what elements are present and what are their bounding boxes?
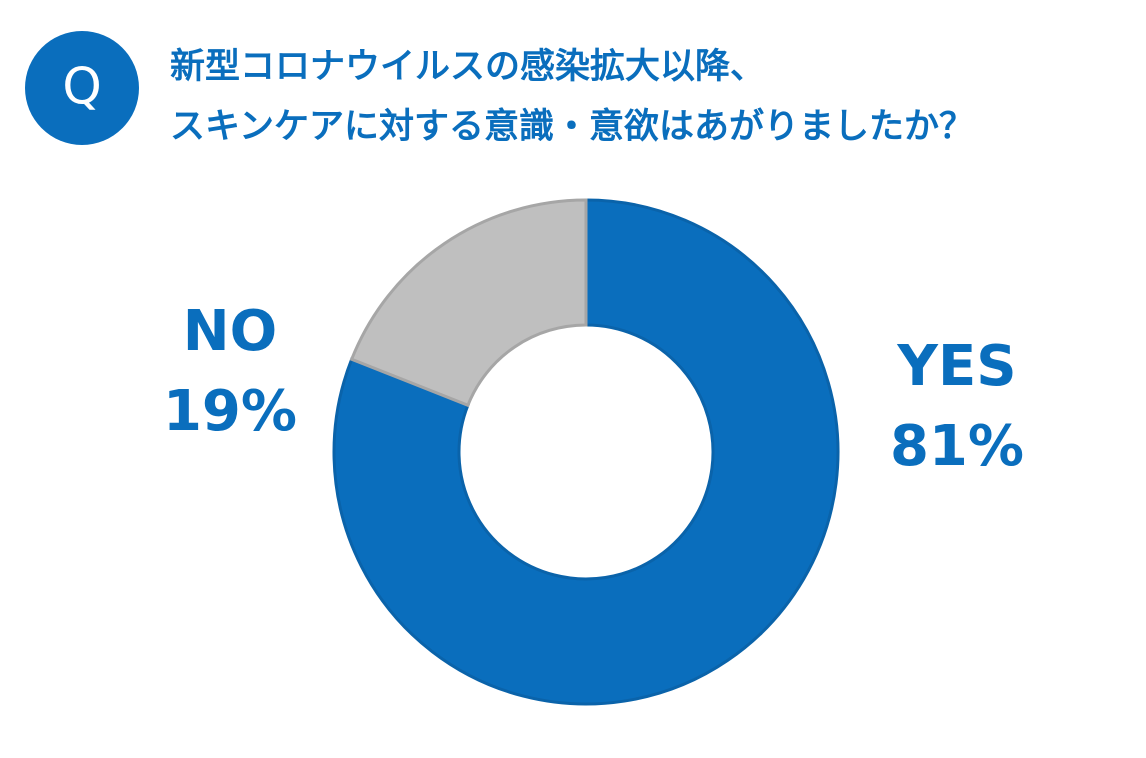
category-label: NO <box>183 299 277 364</box>
chart-title: 新型コロナウイルスの感染拡大以降、 <box>170 47 765 87</box>
chart-title: スキンケアに対する意識・意欲はあがりましたか？ <box>170 107 974 147</box>
donut-slice <box>332 198 840 706</box>
badge-circle <box>25 31 139 145</box>
value-label: 19% <box>163 379 297 444</box>
category-label: YES <box>896 334 1016 399</box>
donut-slice <box>349 198 588 408</box>
badge-text: Q <box>62 58 101 116</box>
value-label: 81% <box>890 414 1024 479</box>
